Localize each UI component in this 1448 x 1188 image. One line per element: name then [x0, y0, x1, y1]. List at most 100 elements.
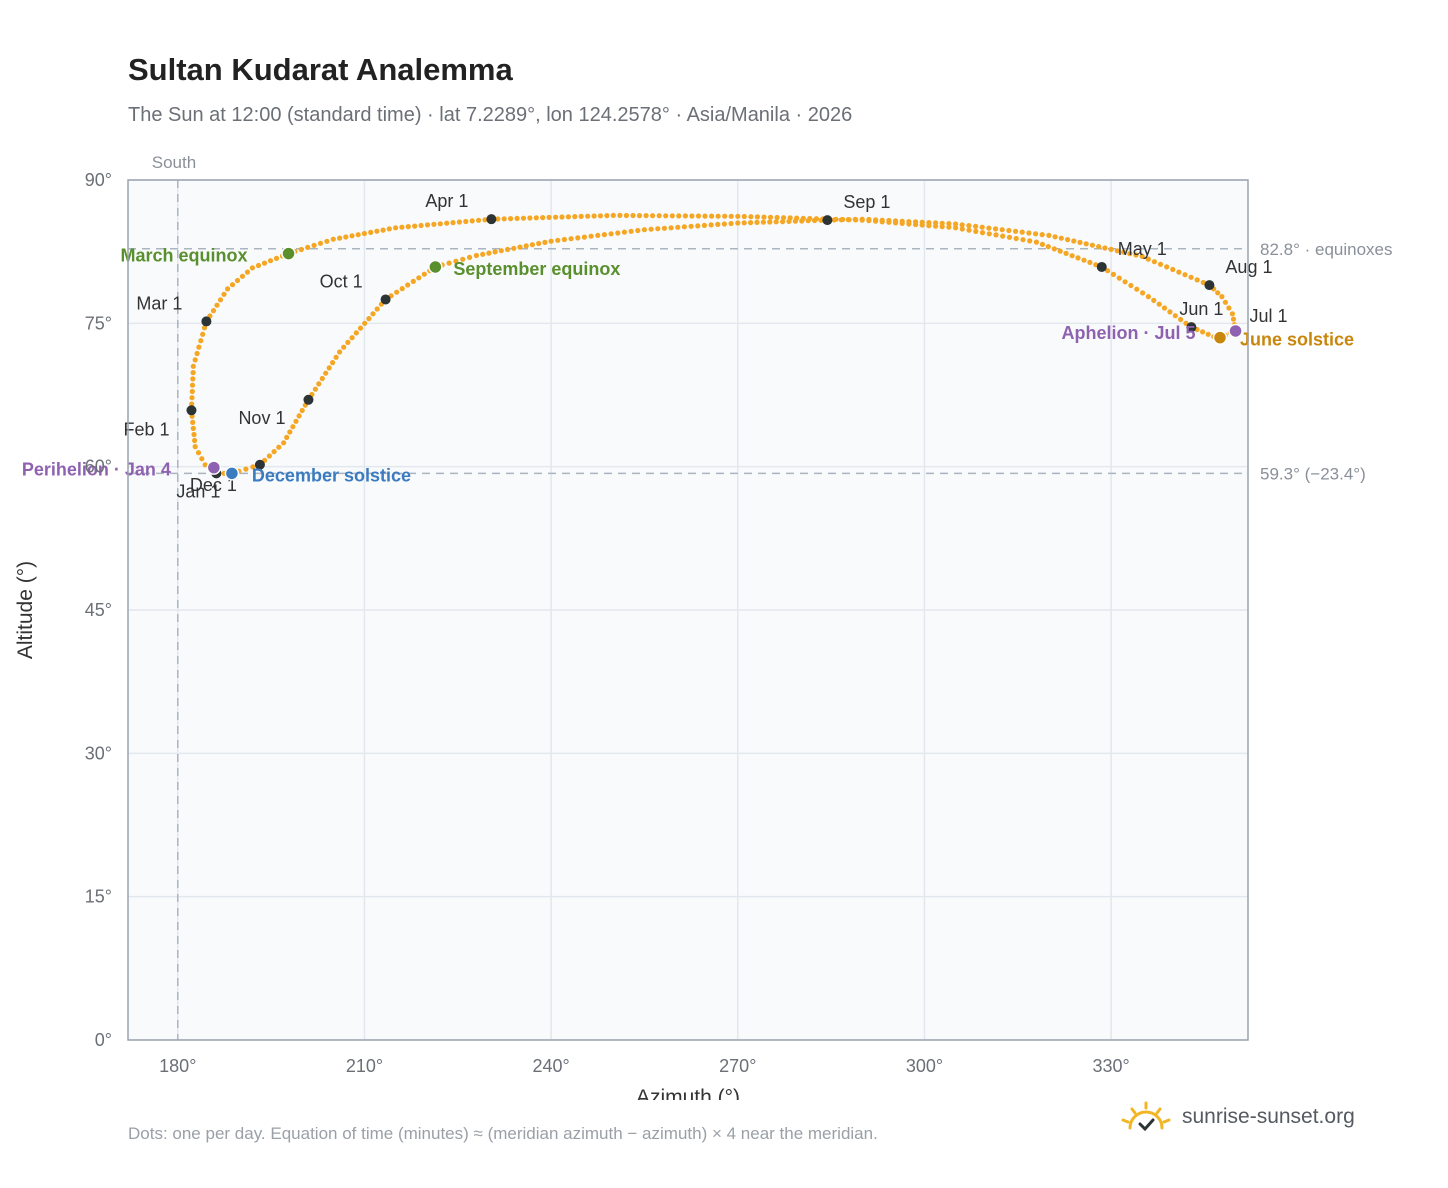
daily-dot [467, 254, 473, 260]
daily-dot [221, 291, 227, 297]
daily-dot [1006, 227, 1012, 234]
daily-dot [450, 220, 456, 226]
daily-dot [741, 213, 747, 220]
daily-dot [735, 220, 741, 226]
daily-dot [635, 227, 641, 234]
daily-dot [189, 401, 195, 407]
daily-dot [1134, 286, 1140, 292]
month-marker [822, 215, 833, 226]
daily-dot [312, 386, 318, 392]
daily-dot [709, 213, 715, 219]
daily-dot [838, 217, 844, 223]
daily-dot [1046, 232, 1052, 238]
daily-dot [1052, 234, 1058, 240]
daily-dot [326, 365, 332, 371]
daily-dot [495, 216, 501, 222]
daily-dot [792, 218, 799, 224]
daily-dot [818, 217, 824, 223]
daily-dot [192, 357, 198, 363]
event-marker [1212, 330, 1228, 345]
daily-dot [533, 215, 539, 221]
daily-dot [722, 213, 728, 219]
daily-dot [676, 213, 682, 219]
daily-dot [702, 213, 708, 219]
daily-dot [1075, 255, 1081, 261]
daily-dot [597, 213, 604, 219]
daily-dot [695, 223, 701, 229]
daily-dot [546, 214, 552, 220]
daily-dot [1122, 279, 1128, 285]
daily-dot [191, 431, 197, 438]
daily-dot [1182, 272, 1188, 278]
daily-dot [773, 219, 779, 225]
daily-dot [189, 382, 196, 388]
daily-dot [1127, 251, 1133, 257]
daily-dot [1151, 259, 1157, 265]
daily-dot [715, 221, 721, 227]
daily-dot [486, 250, 492, 256]
daily-dot [370, 311, 376, 317]
daily-dot [973, 223, 979, 229]
daily-dot [1039, 232, 1045, 238]
daily-dot [1116, 275, 1122, 281]
daily-dot [520, 215, 527, 221]
daily-dot [655, 226, 661, 232]
daily-dot [1081, 257, 1087, 263]
daily-dot [410, 278, 416, 284]
daily-dot [276, 444, 282, 450]
daily-dot [761, 214, 767, 220]
analemma-chart: South 82.8° · equinoxes 59.3° (−23.4°) Jan… [14, 153, 1393, 1100]
daily-dot [1151, 297, 1157, 303]
daily-dot [192, 444, 198, 450]
daily-dot [617, 212, 623, 218]
plot-frame [127, 179, 1249, 1041]
brand[interactable]: sunrise-sunset.org [1120, 1100, 1355, 1134]
daily-dot [1013, 228, 1019, 234]
daily-dot [852, 216, 858, 222]
daily-dot [355, 232, 361, 238]
event-marker [281, 246, 296, 261]
daily-dot [1145, 256, 1151, 262]
daily-dot [913, 219, 919, 225]
daily-dot [469, 218, 475, 224]
daily-dot [345, 339, 351, 345]
daily-dot [324, 238, 330, 244]
daily-dot [431, 221, 437, 227]
daily-dot [239, 273, 246, 279]
daily-dot [986, 231, 992, 237]
daily-dot [812, 217, 818, 224]
daily-dot [1133, 252, 1139, 258]
daily-dot [508, 216, 514, 222]
daily-dot [953, 225, 959, 231]
daily-dot [267, 258, 274, 264]
daily-dot [296, 413, 302, 419]
daily-dot [799, 218, 805, 224]
x-tick-label: 240° [532, 1056, 569, 1076]
event-label: June solstice [1240, 330, 1354, 350]
daily-dot [317, 240, 324, 246]
daily-dot [368, 229, 374, 235]
daily-dot [199, 456, 205, 462]
month-marker [1186, 322, 1197, 333]
month-label: Apr 1 [425, 191, 468, 211]
daily-dot [399, 286, 405, 292]
daily-dot [906, 219, 912, 225]
daily-dot [675, 224, 681, 230]
daily-dot [1205, 331, 1211, 337]
daily-dot [341, 344, 347, 350]
daily-dot [939, 220, 945, 226]
daily-dot [1200, 329, 1206, 335]
daily-dot [986, 225, 992, 231]
daily-dot [748, 214, 754, 220]
daily-dot [966, 223, 972, 229]
daily-dot [1164, 264, 1170, 270]
daily-dot [337, 349, 343, 355]
daily-dot [1063, 250, 1069, 256]
daily-dot [1167, 309, 1173, 315]
daily-dot [581, 234, 588, 240]
daily-dot [643, 213, 649, 219]
daily-dot [1219, 294, 1225, 300]
daily-dot [192, 437, 198, 444]
daily-dot [601, 232, 608, 238]
month-label: Oct 1 [320, 271, 363, 291]
